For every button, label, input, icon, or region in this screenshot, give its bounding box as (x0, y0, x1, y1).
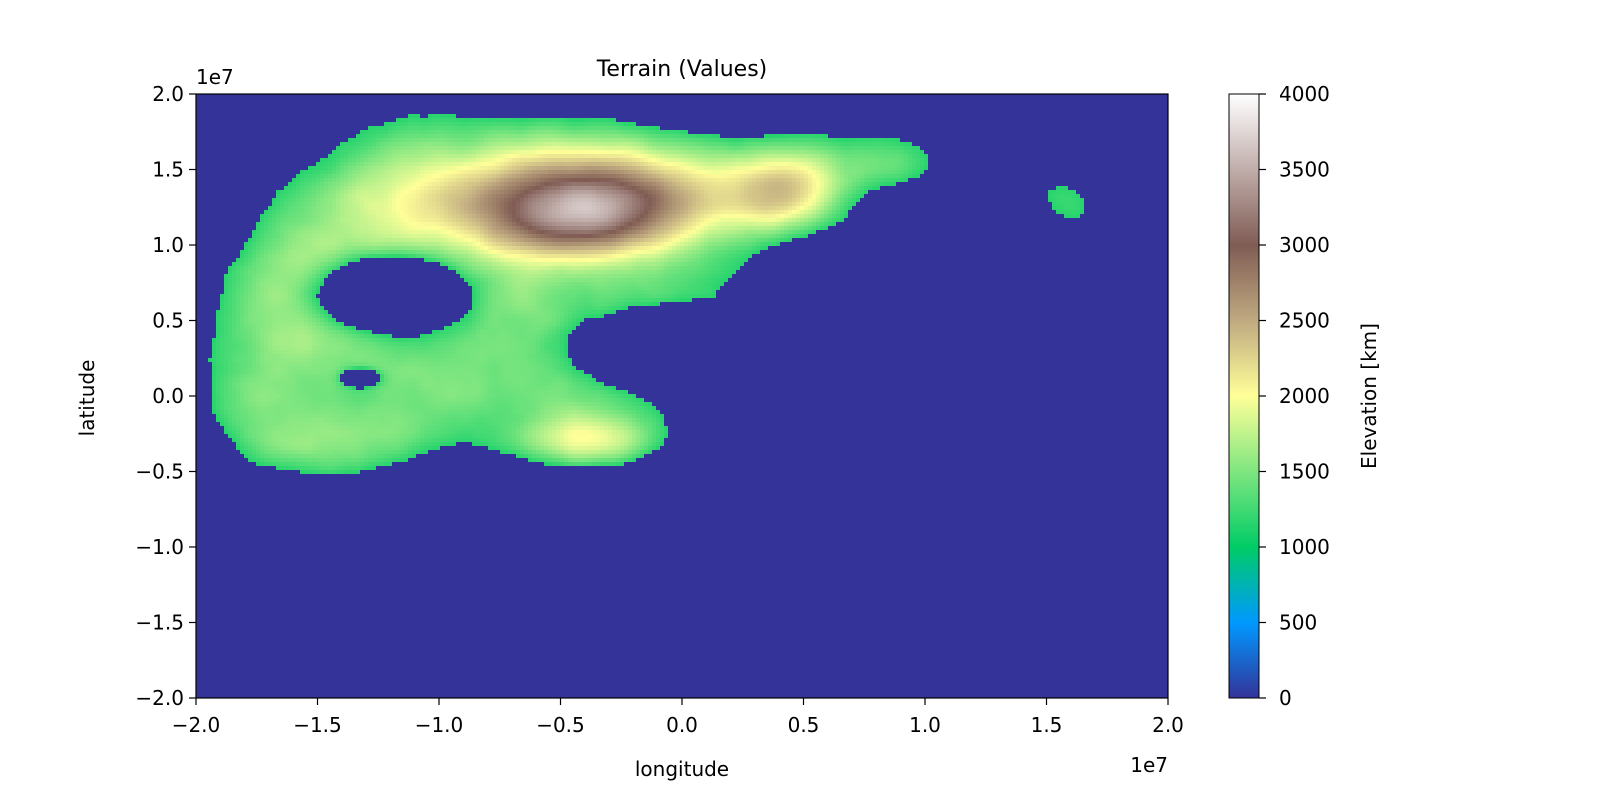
colorbar-tick-label: 1500 (1279, 460, 1330, 484)
plot-area (195, 93, 1169, 699)
colorbar-tick-label: 4000 (1279, 82, 1330, 106)
y-tick-label: 2.0 (152, 82, 184, 106)
x-tick-label: 2.0 (1152, 713, 1184, 737)
x-axis: −2.0 −1.5 −1.0 −0.5 0.0 0.5 1.0 1.5 2.0 (172, 698, 1184, 737)
x-offset-text: 1e7 (1130, 753, 1168, 777)
y-tick-label: −2.0 (135, 686, 184, 710)
x-tick-label: 1.0 (909, 713, 941, 737)
x-tick-label: −2.0 (172, 713, 221, 737)
y-axis-label: latitude (75, 360, 99, 437)
y-offset-text: 1e7 (196, 65, 234, 89)
chart-title: Terrain (Values) (596, 57, 768, 82)
terrain-map (196, 94, 1168, 698)
colorbar-tick-label: 3000 (1279, 233, 1330, 257)
x-tick-label: 0.5 (788, 713, 820, 737)
colorbar-ticks: 0 500 1000 1500 2000 2500 3000 3500 4000 (1259, 82, 1330, 710)
colorbar-tick-label: 0 (1279, 686, 1292, 710)
x-tick-label: −0.5 (536, 713, 585, 737)
x-tick-label: −1.0 (415, 713, 464, 737)
y-tick-label: −1.5 (135, 611, 184, 635)
colorbar-tick-label: 2000 (1279, 384, 1330, 408)
colorbar-tick-label: 2500 (1279, 309, 1330, 333)
x-axis-label: longitude (635, 757, 729, 781)
colorbar-label: Elevation [km] (1357, 323, 1381, 469)
x-tick-label: −1.5 (293, 713, 342, 737)
colorbar: 0 500 1000 1500 2000 2500 3000 3500 4000 Elevati… (1228, 82, 1381, 710)
y-tick-label: 0.0 (152, 384, 184, 408)
y-tick-label: −0.5 (135, 460, 184, 484)
y-tick-label: 0.5 (152, 309, 184, 333)
y-tick-label: 1.0 (152, 233, 184, 257)
colorbar-tick-label: 500 (1279, 611, 1317, 635)
y-tick-label: 1.5 (152, 158, 184, 182)
x-tick-label: 1.5 (1031, 713, 1063, 737)
colorbar-gradient (1228, 93, 1260, 699)
terrain-heatmap (196, 94, 1168, 698)
y-tick-label: −1.0 (135, 535, 184, 559)
colorbar-tick-label: 3500 (1279, 158, 1330, 182)
colorbar-tick-label: 1000 (1279, 535, 1330, 559)
y-axis: 2.0 1.5 1.0 0.5 0.0 −0.5 −1.0 −1.5 −2.0 (135, 82, 196, 710)
x-tick-label: 0.0 (666, 713, 698, 737)
